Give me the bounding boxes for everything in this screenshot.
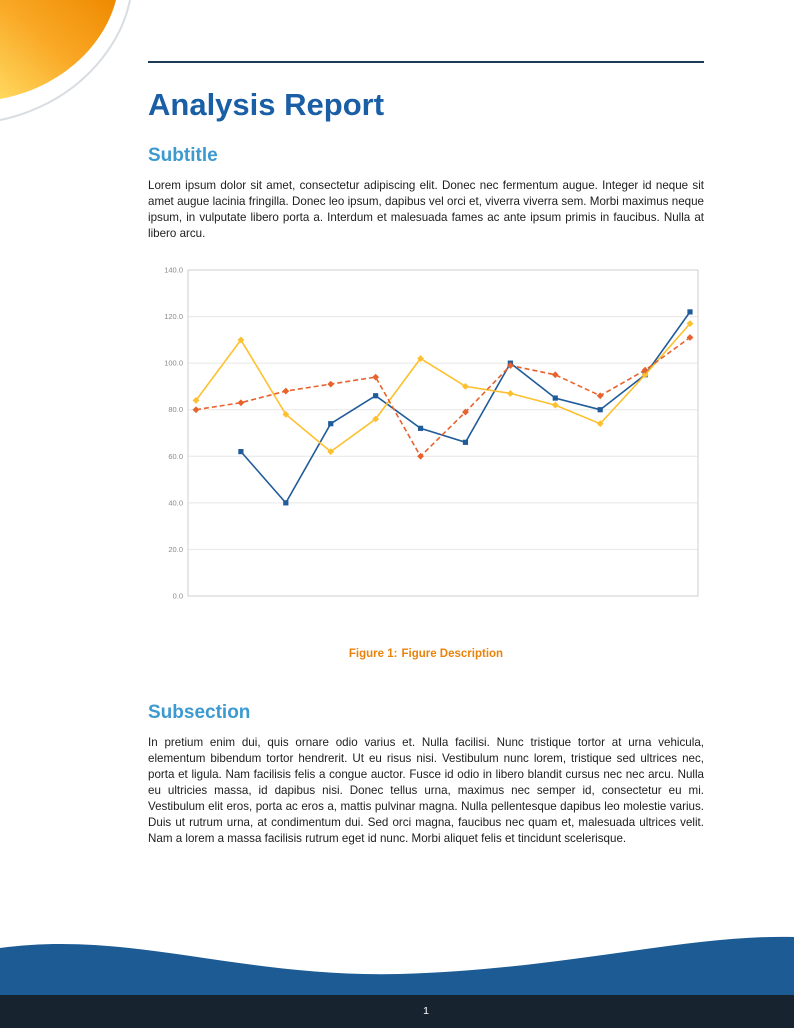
header-rule bbox=[148, 61, 704, 63]
svg-text:120.0: 120.0 bbox=[164, 312, 183, 321]
figure-block: 0.0 20.0 40.0 60.0 80.0 100.0 120.0 140.0 Figur… bbox=[148, 259, 704, 660]
figure-caption: Figure 1: Figure Description bbox=[148, 648, 704, 660]
svg-text:100.0: 100.0 bbox=[164, 358, 183, 367]
line-chart: 0.0 20.0 40.0 60.0 80.0 100.0 120.0 140.0 bbox=[148, 259, 704, 612]
paragraph-subsection: In pretium enim dui, quis ornare odio va… bbox=[148, 735, 704, 846]
footer-wave bbox=[0, 936, 794, 995]
svg-text:140.0: 140.0 bbox=[164, 265, 183, 274]
corner-swoosh-decoration bbox=[0, 0, 131, 121]
line-chart-svg: 0.0 20.0 40.0 60.0 80.0 100.0 120.0 140.0 bbox=[164, 265, 699, 600]
footer-band bbox=[0, 995, 794, 1028]
svg-text:20.0: 20.0 bbox=[168, 544, 183, 553]
svg-text:40.0: 40.0 bbox=[168, 498, 183, 507]
figure-caption-label: Figure 1: bbox=[348, 647, 398, 660]
figure-caption-text: Figure Description bbox=[401, 647, 504, 660]
corner-orange-blob bbox=[0, 0, 116, 99]
page-content: Analysis Report Subtitle Lorem ipsum dol… bbox=[148, 0, 704, 847]
corner-arc-line bbox=[0, 0, 131, 121]
svg-text:80.0: 80.0 bbox=[168, 405, 183, 414]
footer: 1 bbox=[0, 928, 794, 1028]
svg-text:60.0: 60.0 bbox=[168, 451, 183, 460]
svg-text:0.0: 0.0 bbox=[173, 591, 183, 600]
paragraph-subtitle: Lorem ipsum dolor sit amet, consectetur … bbox=[148, 179, 704, 241]
section-heading-subtitle: Subtitle bbox=[148, 145, 218, 167]
section-heading-subsection: Subsection bbox=[148, 701, 251, 723]
page-number: 1 bbox=[423, 1005, 429, 1017]
page-title: Analysis Report bbox=[148, 87, 385, 122]
